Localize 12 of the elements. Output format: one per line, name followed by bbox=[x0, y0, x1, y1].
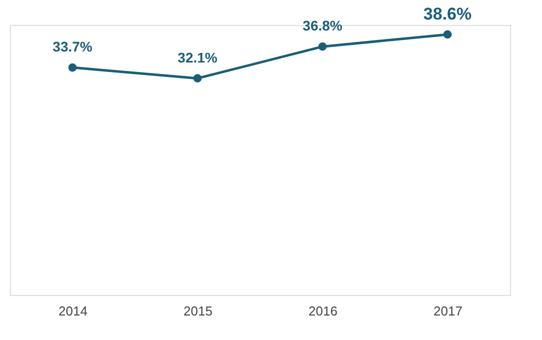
point bbox=[68, 63, 77, 72]
point bbox=[443, 30, 452, 39]
data-label: 33.7% bbox=[52, 38, 93, 55]
x-tick-label: 2016 bbox=[308, 304, 338, 318]
data-label: 36.8% bbox=[302, 18, 343, 34]
x-tick-label: 2015 bbox=[184, 304, 212, 318]
x-tick-label: 2017 bbox=[434, 304, 462, 318]
data-label: 32.1% bbox=[178, 49, 218, 66]
point bbox=[318, 42, 327, 51]
x-tick-label: 2014 bbox=[58, 304, 88, 318]
data-label: 38.6% bbox=[423, 4, 472, 24]
point bbox=[193, 74, 202, 82]
